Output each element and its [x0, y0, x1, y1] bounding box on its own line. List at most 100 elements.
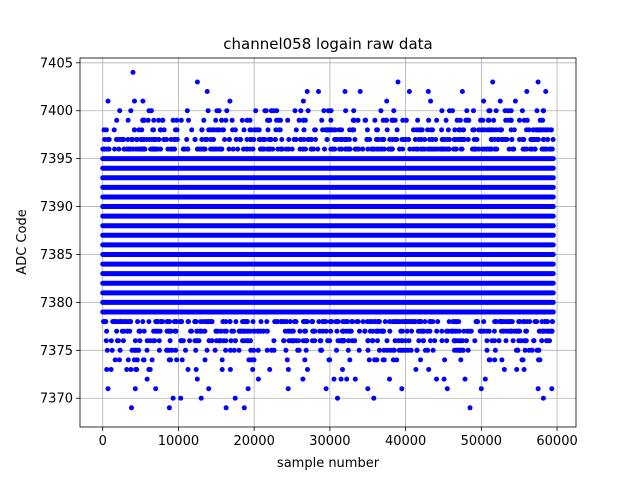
adc-code-row: [101, 127, 554, 133]
data-point: [154, 319, 160, 325]
data-point: [343, 146, 349, 152]
data-point: [303, 347, 309, 353]
data-point: [219, 367, 225, 372]
data-point: [516, 328, 522, 334]
adc-code-row: [103, 338, 552, 344]
data-point: [198, 319, 203, 325]
data-point: [503, 338, 509, 344]
data-point: [418, 357, 423, 363]
data-point: [193, 347, 199, 353]
data-point: [484, 328, 490, 334]
data-point: [511, 146, 517, 152]
data-point: [284, 319, 290, 325]
data-point: [174, 357, 180, 363]
chart-title: channel058 logain raw data: [223, 35, 432, 53]
data-point: [519, 108, 525, 114]
data-point: [439, 137, 445, 142]
data-point: [409, 319, 415, 325]
data-point: [453, 137, 458, 142]
data-point: [450, 108, 455, 114]
data-point: [258, 328, 263, 334]
data-point: [316, 319, 322, 325]
data-point: [334, 347, 339, 353]
data-point: [415, 117, 421, 123]
data-point: [320, 319, 326, 325]
data-point: [338, 376, 344, 382]
adc-code-row: [100, 242, 556, 248]
data-point: [441, 376, 447, 382]
data-point: [484, 338, 490, 344]
data-point: [323, 328, 329, 334]
data-point: [534, 108, 540, 114]
data-point: [244, 328, 250, 334]
data-point: [387, 376, 392, 382]
data-point: [442, 357, 448, 363]
data-point: [491, 328, 497, 334]
data-point: [468, 328, 474, 334]
data-point: [412, 137, 418, 142]
data-point: [421, 338, 427, 344]
data-point: [108, 367, 114, 372]
y-tick-label: 7405: [40, 56, 73, 71]
data-point: [375, 137, 381, 142]
data-point: [380, 117, 386, 123]
data-point: [279, 137, 285, 142]
data-point: [250, 319, 256, 325]
data-point: [285, 328, 291, 334]
data-point: [215, 328, 221, 334]
data-point: [378, 108, 384, 114]
adc-code-row: [100, 175, 556, 181]
data-point: [364, 137, 370, 142]
data-point: [317, 328, 323, 334]
data-point: [244, 117, 250, 123]
data-point: [156, 347, 162, 353]
data-point: [474, 137, 480, 142]
data-point: [214, 127, 220, 133]
data-point: [236, 347, 242, 353]
data-point: [499, 357, 505, 363]
data-point: [324, 137, 330, 142]
data-point: [298, 108, 304, 114]
adc-code-row: [100, 223, 556, 229]
data-point: [351, 108, 357, 114]
data-point: [490, 79, 496, 85]
data-point: [145, 117, 151, 123]
adc-code-row: [100, 156, 556, 162]
data-point: [240, 338, 245, 344]
data-point: [439, 328, 445, 334]
data-point: [330, 146, 336, 152]
data-point: [247, 146, 253, 152]
data-point: [472, 146, 478, 152]
data-point: [535, 347, 541, 353]
data-point: [208, 137, 214, 142]
data-point: [304, 89, 310, 94]
data-point: [198, 328, 204, 334]
data-point: [179, 357, 185, 363]
data-point: [371, 319, 377, 325]
data-point: [339, 127, 345, 133]
data-point: [524, 328, 529, 334]
data-point: [195, 146, 201, 152]
data-point: [419, 127, 425, 133]
data-point: [497, 127, 502, 133]
data-point: [444, 338, 450, 344]
data-point: [232, 338, 238, 344]
data-point: [166, 347, 172, 353]
data-point: [439, 108, 445, 114]
data-point: [439, 338, 445, 344]
data-point: [524, 89, 530, 94]
data-point: [293, 137, 299, 142]
adc-code-row: [100, 290, 556, 296]
data-point: [126, 319, 132, 325]
data-point: [149, 357, 155, 363]
data-point: [317, 338, 323, 344]
data-point: [491, 117, 497, 123]
y-tick-label: 7385: [40, 248, 73, 263]
data-point: [347, 146, 353, 152]
data-point: [351, 127, 357, 133]
data-point: [284, 357, 290, 363]
data-point: [347, 127, 353, 133]
data-point: [252, 328, 257, 334]
data-point: [362, 117, 368, 123]
data-point: [245, 386, 251, 392]
